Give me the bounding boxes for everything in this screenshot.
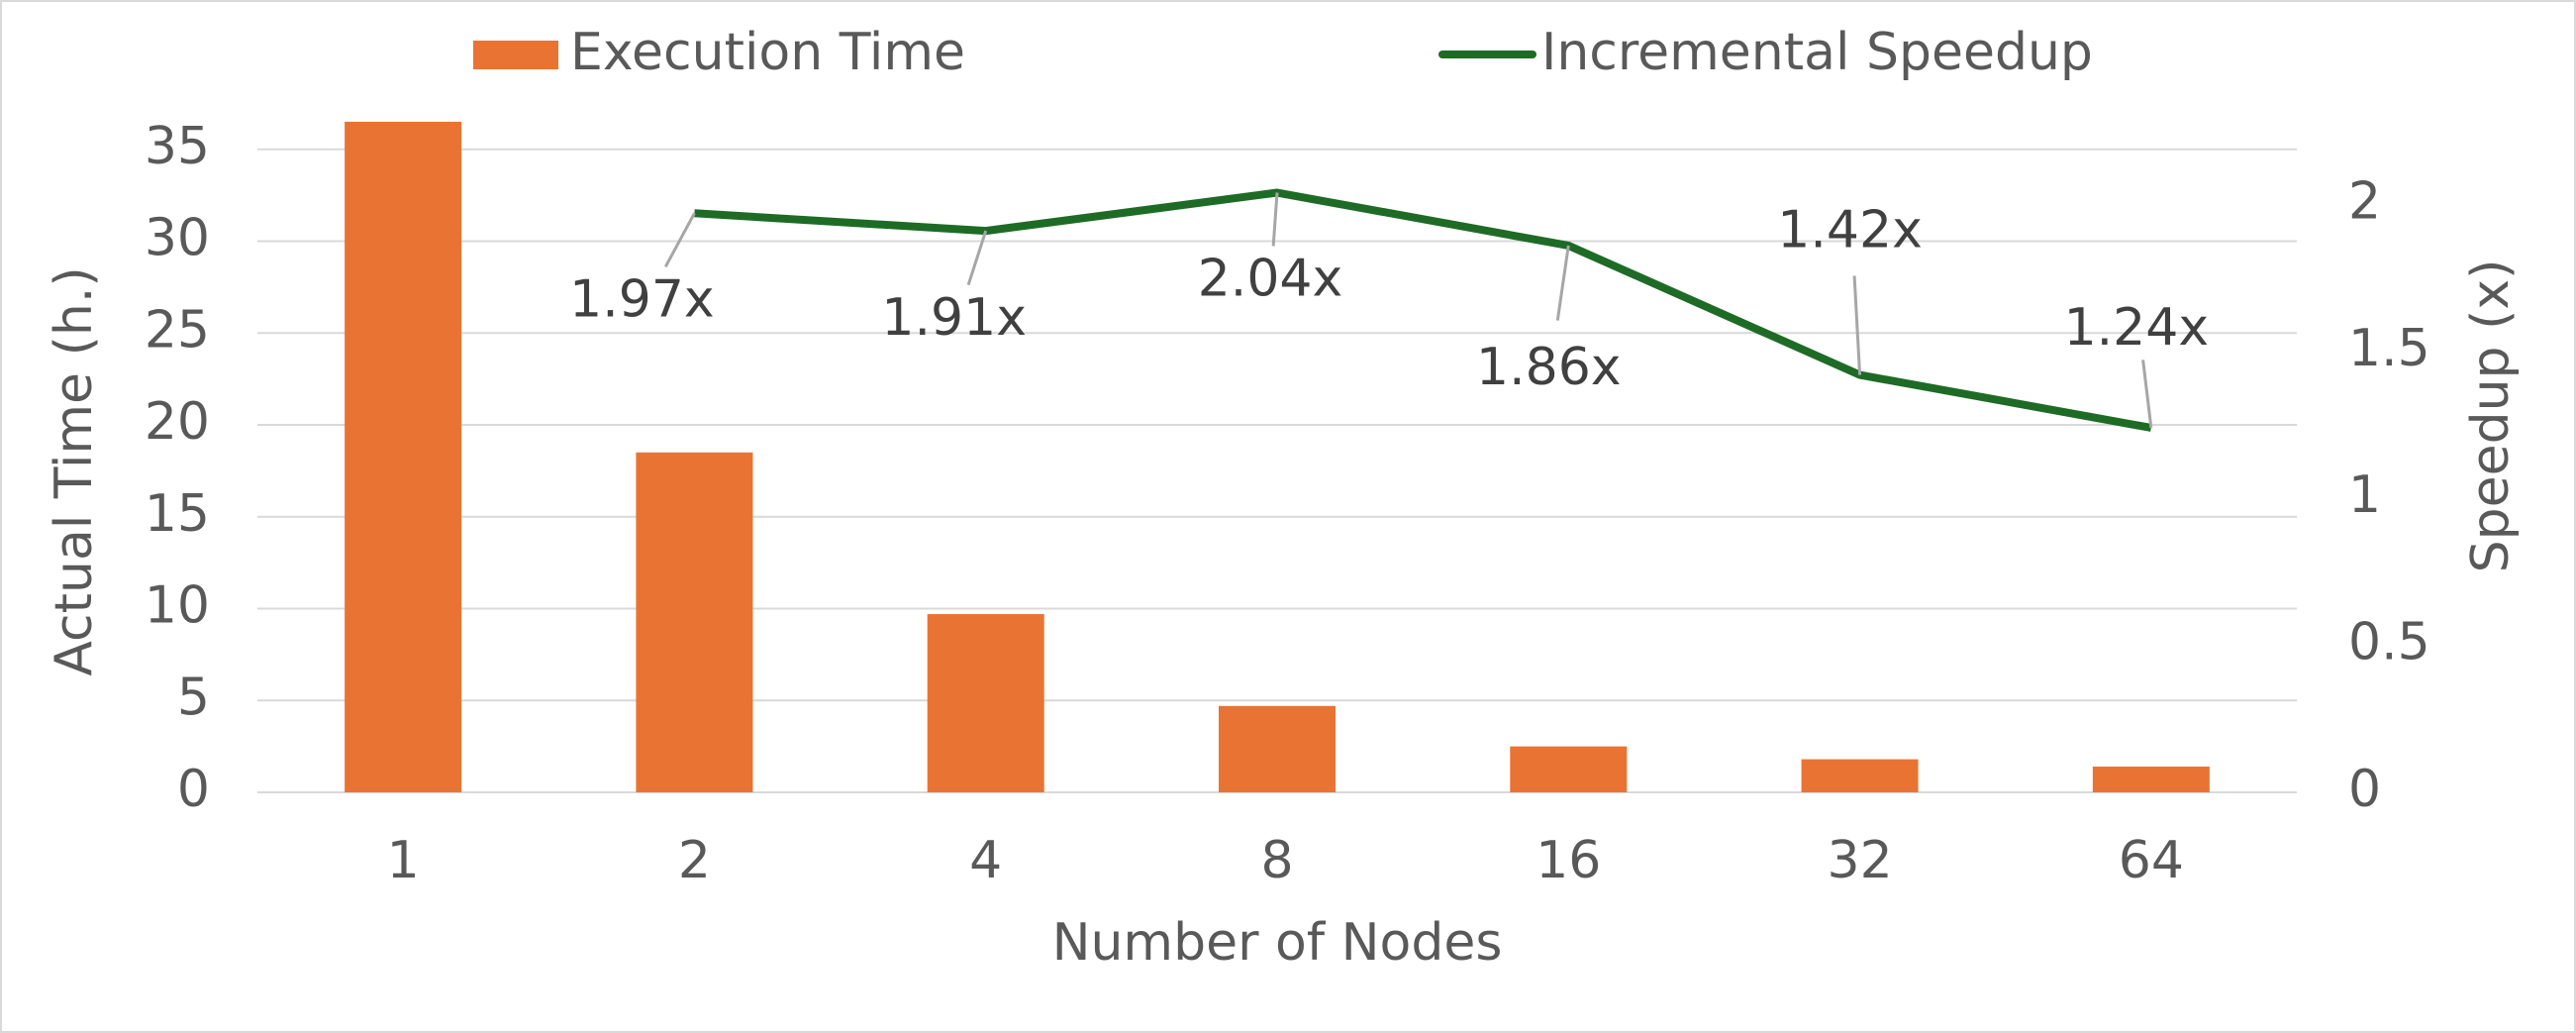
data-label: 1.42x [1777, 201, 1923, 260]
y-tick-label: 5 [177, 668, 210, 727]
x-tick-label: 4 [969, 831, 1002, 890]
bar [636, 452, 753, 792]
y2-tick-label: 1.5 [2348, 319, 2430, 378]
data-label: 1.86x [1476, 338, 1622, 397]
data-label: 1.24x [2064, 298, 2210, 358]
legend-label: Incremental Speedup [1541, 23, 2093, 82]
x-tick-label: 2 [678, 831, 711, 890]
leader-line [1555, 245, 1570, 321]
y-tick-label: 35 [145, 117, 210, 176]
data-label: 1.91x [881, 288, 1027, 348]
leader-line [1271, 192, 1279, 247]
bar [1510, 746, 1628, 792]
x-tick-label: 1 [387, 831, 420, 890]
line [694, 188, 2152, 432]
leader-line [2141, 360, 2153, 429]
bar [927, 614, 1044, 792]
bar [2092, 767, 2210, 792]
y2-tick-label: 0.5 [2348, 613, 2430, 672]
x-tick-label: 64 [2119, 831, 2184, 890]
bar [1219, 705, 1336, 792]
x-tick-label: 32 [1827, 831, 1892, 890]
x-axis-title: Number of Nodes [1052, 913, 1503, 973]
bar [1801, 759, 1919, 792]
y-tick-label: 25 [145, 300, 210, 360]
data-label: 1.97x [569, 269, 715, 329]
y-tick-label: 0 [177, 760, 210, 819]
x-tick-label: 16 [1536, 831, 1601, 890]
y2-tick-label: 2 [2348, 171, 2381, 231]
leader-line [663, 212, 696, 268]
x-tick-label: 8 [1260, 831, 1293, 890]
y2-tick-label: 1 [2348, 465, 2381, 525]
leader-line [966, 230, 988, 286]
y-tick-label: 15 [145, 484, 210, 544]
y-tick-label: 10 [145, 576, 210, 636]
legend-swatch [473, 41, 558, 69]
y-axis-title: Actual Time (h.) [45, 266, 104, 675]
data-label: 2.04x [1198, 250, 1343, 309]
legend-label: Execution Time [570, 23, 965, 82]
bar [345, 121, 462, 793]
leader-line [1852, 275, 1862, 375]
y2-axis-title: Speedup (x) [2461, 259, 2521, 573]
y-tick-label: 20 [145, 392, 210, 452]
y2-tick-label: 0 [2348, 760, 2381, 819]
y-tick-label: 30 [145, 209, 210, 268]
